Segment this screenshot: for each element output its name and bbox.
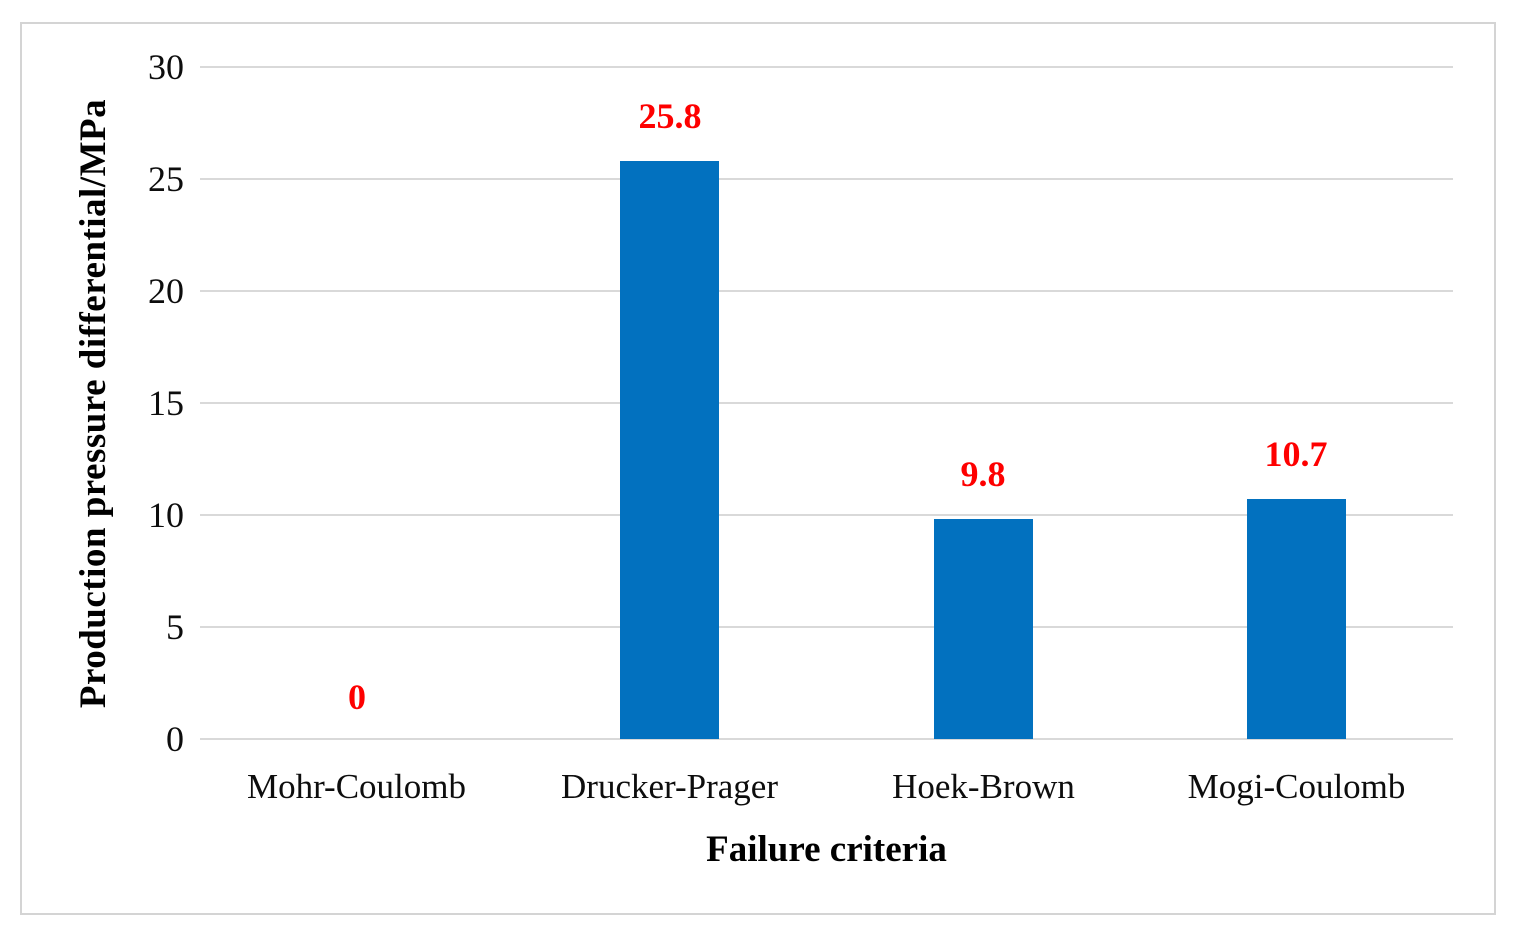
x-category-label: Drucker-Prager — [561, 767, 778, 806]
x-category-label: Mohr-Coulomb — [246, 767, 467, 806]
gridline — [200, 514, 1453, 516]
bar — [934, 519, 1033, 739]
bar — [620, 161, 719, 739]
gridline — [200, 402, 1453, 404]
y-axis-tick-labels: 0 5 10 15 20 25 30 — [22, 47, 184, 759]
x-axis-title: Failure criteria — [706, 829, 947, 870]
bar-value-label: 0 — [348, 677, 366, 717]
x-category-label: Mogi-Coulomb — [1187, 767, 1406, 806]
y-tick-label: 5 — [166, 607, 184, 647]
bar — [1247, 499, 1346, 739]
y-tick-label: 15 — [148, 383, 184, 423]
bar-value-label: 10.7 — [1264, 434, 1328, 474]
plot-area: 0 Mohr-Coulomb 25.8 Drucker-Prager 9.8 Hoek-B… — [200, 66, 1453, 806]
y-tick-label: 0 — [166, 719, 184, 759]
gridline — [200, 626, 1453, 628]
y-tick-label: 10 — [148, 495, 184, 535]
bar-value-label: 25.8 — [638, 96, 702, 136]
y-tick-label: 20 — [148, 271, 184, 311]
y-tick-label: 25 — [148, 159, 184, 199]
gridline — [200, 178, 1453, 180]
gridline — [200, 738, 1453, 740]
gridline — [200, 66, 1453, 68]
gridline — [200, 290, 1453, 292]
x-category-label: Hoek-Brown — [892, 767, 1075, 806]
bar-value-label: 9.8 — [960, 454, 1006, 494]
y-tick-label: 30 — [148, 47, 184, 87]
